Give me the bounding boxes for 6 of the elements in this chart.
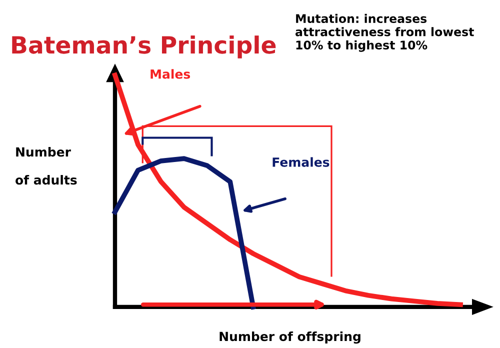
text: Females: [272, 157, 330, 167]
text: Number of adults: [16, 146, 77, 185]
text: Males: [150, 69, 190, 79]
chart-title: Bateman’s Principle: [12, 36, 276, 58]
text: Mutation: increases attractiveness from lowest 10% to highest 10%: [296, 14, 474, 52]
x-axis-title: Number of offspring: [220, 331, 360, 344]
